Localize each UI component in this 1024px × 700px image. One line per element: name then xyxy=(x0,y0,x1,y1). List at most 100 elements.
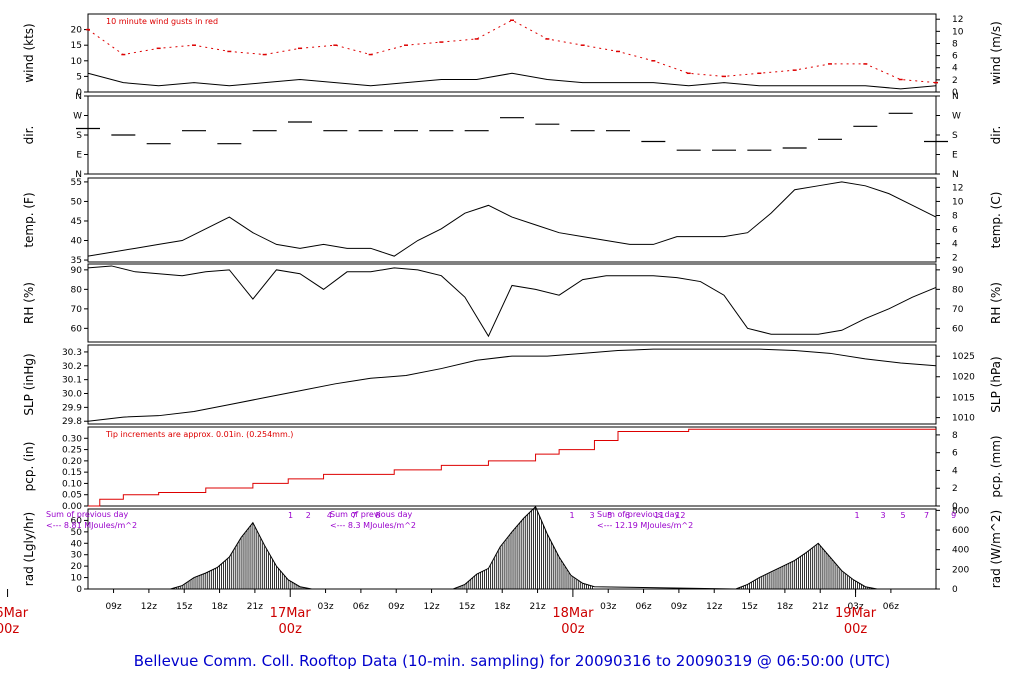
series-line-precip xyxy=(88,428,936,507)
y-tick-label-right: 90 xyxy=(952,266,964,276)
y-tick-label-right: 2 xyxy=(952,254,958,264)
x-axis: 09z 12z 15z 18z 21z 03z 06z 09z 12z 15z 18z 21z 03z 0… xyxy=(0,589,899,637)
y-tick-label-right: 200 xyxy=(952,565,969,575)
y-tick-label-right: N xyxy=(952,170,959,180)
y-tick-label-right: N xyxy=(952,92,959,102)
hour-label: 1 xyxy=(855,511,860,520)
x-tick-label: 12z xyxy=(141,602,157,612)
panel-frame xyxy=(87,13,937,93)
hour-label: 7 xyxy=(924,511,929,520)
y-tick-label-left: 60 xyxy=(71,516,83,526)
y-tick-label-left: 40 xyxy=(71,539,83,549)
hour-label: 11 xyxy=(654,511,664,520)
day-summary-line1: Sum of previous day xyxy=(597,510,679,519)
y-tick-label-left: 15 xyxy=(71,41,82,51)
y-tick-label-left: 60 xyxy=(71,324,83,334)
day-summary: Sum of previous day <--- 8.81 MJoules/m^2… xyxy=(46,510,380,530)
x-tick-label: 18z xyxy=(494,602,510,612)
y-axis-label-left: dir. xyxy=(22,126,36,145)
y-tick-label-right: 10 xyxy=(952,27,964,37)
panel-rh: 60 70 80 90 60 70 80 90 RH (%) RH (%) xyxy=(22,263,1003,343)
x-tick-label: 18z xyxy=(777,602,793,612)
y-tick-label-left: N xyxy=(75,92,82,102)
y-axis-label-right: temp. (C) xyxy=(989,192,1003,249)
y-axis-label-left: rad (Lgly/hr) xyxy=(22,512,36,586)
day-label-date: 16Mar xyxy=(0,606,29,621)
panel-pcp: 0.000.05 0.100.150.200.25 0.30 0 2 4 6 8 pcp. (i… xyxy=(22,426,1003,512)
x-tick-label: 15z xyxy=(459,602,475,612)
y-tick-label-right: 10 xyxy=(952,197,964,207)
day-summary-line2: <--- 12.19 MJoules/m^2 xyxy=(597,521,693,530)
y-tick-label-left: 0.10 xyxy=(62,479,82,489)
y-tick-label-right: 6 xyxy=(952,449,958,459)
x-tick-label: 06z xyxy=(635,602,651,612)
x-tick-label: 21z xyxy=(247,602,263,612)
y-tick-label-right: 800 xyxy=(952,506,969,516)
day-label-date: 18Mar xyxy=(552,606,594,621)
y-axis-label-left: SLP (inHg) xyxy=(22,353,36,415)
y-tick-label-left: 20 xyxy=(71,26,83,36)
y-tick-label-right: S xyxy=(952,131,958,141)
y-tick-label-left: 10 xyxy=(71,574,83,584)
series-line-gust xyxy=(87,19,937,84)
y-tick-label-left: 30 xyxy=(71,551,83,561)
hour-label: 3 xyxy=(880,511,885,520)
y-tick-label-left: 90 xyxy=(71,266,83,276)
y-axis-label-right: RH (%) xyxy=(989,282,1003,324)
hour-label: 7 xyxy=(352,511,357,520)
x-tick-label: 15z xyxy=(176,602,192,612)
y-tick-label-left: W xyxy=(73,112,82,122)
y-tick-label-right: 1020 xyxy=(952,373,975,383)
y-tick-label-right: 8 xyxy=(952,431,958,441)
y-tick-label-right: W xyxy=(952,112,961,122)
panel-frame xyxy=(87,95,937,175)
y-tick-label-right: 8 xyxy=(952,39,958,49)
day-label-hour: 00z xyxy=(279,622,303,637)
y-tick-label-left: 30.1 xyxy=(62,376,82,386)
y-tick-label-right: 8 xyxy=(952,212,958,222)
y-tick-label-right: 2 xyxy=(952,76,958,86)
y-axis-label-right: pcp. (mm) xyxy=(989,435,1003,497)
panel-frame xyxy=(87,263,937,343)
y-tick-label-right: 0 xyxy=(952,88,958,98)
x-tick-label: 18z xyxy=(211,602,227,612)
y-tick-label-left: 50 xyxy=(71,197,83,207)
hour-label: 5 xyxy=(900,511,905,520)
y-tick-label-left: 55 xyxy=(71,178,82,188)
panel-frame xyxy=(87,426,937,507)
y-tick-label-left: 35 xyxy=(71,256,82,266)
x-tick-label: 12z xyxy=(706,602,722,612)
y-tick-label-left: S xyxy=(76,131,82,141)
y-tick-label-left: 20 xyxy=(71,562,83,572)
y-tick-label-left: 0.00 xyxy=(62,502,82,512)
day-summary-line2: <--- 8.81 MJoules/m^2 xyxy=(46,521,137,530)
y-tick-label-left: 10 xyxy=(71,57,83,67)
y-axis-label-right: dir. xyxy=(989,126,1003,145)
y-tick-label-right: 1025 xyxy=(952,352,975,362)
y-axis-label-right: wind (m/s) xyxy=(989,21,1003,85)
x-tick-label: 21z xyxy=(812,602,828,612)
y-tick-label-left: 30.2 xyxy=(62,362,82,372)
y-tick-label-left: 29.9 xyxy=(62,403,82,413)
series-line-temp xyxy=(87,181,937,257)
y-tick-label-left: 30.3 xyxy=(62,348,82,358)
x-tick-label: 21z xyxy=(529,602,545,612)
y-tick-label-right: 70 xyxy=(952,305,964,315)
y-tick-label-left: 0 xyxy=(76,585,82,595)
y-axis-label-left: wind (kts) xyxy=(22,23,36,82)
hour-label: 2 xyxy=(306,511,311,520)
y-tick-label-right: 2 xyxy=(952,484,958,494)
x-tick-label: 06z xyxy=(883,602,899,612)
y-tick-label-left: 70 xyxy=(71,305,83,315)
hour-label: 8 xyxy=(375,511,380,520)
y-tick-label-left: E xyxy=(76,151,82,161)
series-direction-marks xyxy=(76,112,948,151)
day-label-hour: 00z xyxy=(0,622,19,637)
y-tick-label-right: 400 xyxy=(952,546,969,556)
day-summary-line2: <--- 8.3 MJoules/m^2 xyxy=(330,521,416,530)
x-tick-label: 06z xyxy=(353,602,369,612)
y-axis-label-left: temp. (F) xyxy=(22,192,36,247)
hour-label: 9 xyxy=(951,511,956,520)
hour-label: 3 xyxy=(590,511,595,520)
